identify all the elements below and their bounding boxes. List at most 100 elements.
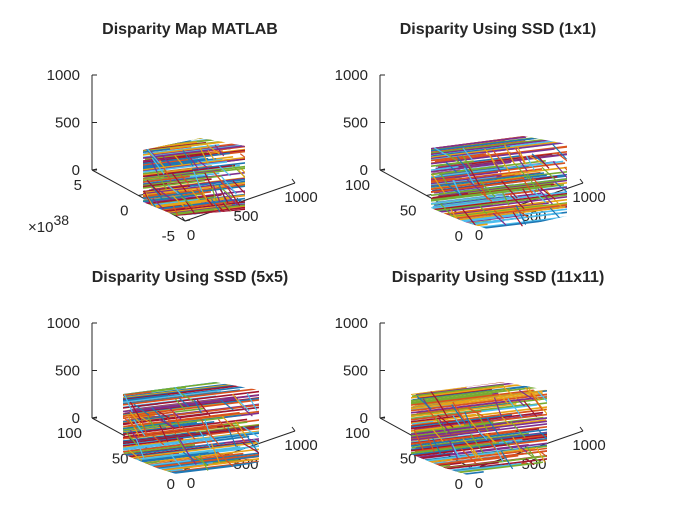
subplot-title: Disparity Map MATLAB [102, 21, 278, 38]
surface-stripe [509, 420, 526, 438]
surface-stripe [238, 399, 250, 412]
surface-stripe [134, 413, 151, 423]
surface-stripe [488, 440, 497, 450]
surface-stripe [431, 171, 499, 183]
subplot-title: Disparity Using SSD (1x1) [400, 21, 597, 38]
surface-stripe [417, 388, 493, 399]
surface-stripe [116, 362, 226, 375]
y-tick-mark [184, 219, 191, 222]
surface-stripe [206, 144, 221, 155]
surface-stripe [217, 419, 227, 430]
surface-stripe [525, 451, 542, 464]
surface-stripe [431, 136, 554, 141]
surface-stripe [446, 153, 461, 164]
surface-stripe [115, 366, 182, 374]
surface-stripe [411, 384, 504, 397]
surface-stripe [411, 453, 451, 462]
surface-stripe [149, 214, 192, 216]
surface-stripe [501, 190, 510, 206]
surface-stripe [123, 394, 169, 402]
surface-stripe [535, 446, 547, 466]
subplot-title: Disparity Using SSD (11x11) [392, 269, 605, 286]
surface-stripe [412, 382, 466, 388]
surface-stripe [433, 147, 451, 158]
surface-stripe [143, 194, 196, 204]
surface-stripe [537, 428, 547, 443]
surface-stripe [513, 162, 530, 180]
surface-stripe [515, 205, 527, 225]
y-tick-label: 100 [345, 177, 370, 194]
surface-stripe [523, 400, 538, 418]
z-tick-label: 0 [72, 410, 80, 427]
surface-stripe [411, 437, 547, 457]
surface-stripe [159, 424, 169, 443]
surface-stripe [407, 359, 579, 380]
surface-stripe [430, 131, 460, 135]
surface-stripe [123, 416, 138, 430]
surface-stripe [143, 209, 215, 216]
surface-stripe [411, 382, 547, 385]
surface-stripe [418, 374, 439, 377]
surface-stripe [510, 194, 525, 210]
surface-stripe [493, 445, 504, 462]
surface-stripe [123, 431, 196, 443]
surface-stripe [123, 382, 203, 390]
surface-stripe [432, 437, 442, 455]
surface-stripe [182, 150, 194, 167]
surface-stripe [499, 157, 511, 173]
surface-stripe [411, 443, 509, 458]
surface-stripe [411, 434, 474, 444]
surface-stripe [131, 371, 180, 377]
surface-stripe [163, 167, 172, 182]
z-tick-label: 0 [360, 162, 368, 179]
surface-stripe [428, 129, 455, 132]
surface-stripe [123, 382, 259, 396]
surface-stripe [141, 122, 257, 136]
surface-stripe [541, 166, 558, 182]
surface-stripe [498, 394, 509, 404]
surface-stripe [411, 416, 461, 425]
surface-stripe [211, 198, 222, 214]
surface-stripe [431, 145, 511, 158]
surface-stripe [172, 205, 183, 216]
z-tick-label: 0 [360, 410, 368, 427]
surface-stripe [431, 168, 543, 184]
x-tick-label: 1000 [284, 189, 317, 206]
surface-stripe [133, 403, 150, 416]
surface-stripe [411, 415, 461, 424]
surface-stripe [464, 411, 472, 429]
surface-stripe [123, 466, 155, 472]
z-tick-label: 1000 [47, 315, 80, 332]
surface-stripe [242, 426, 259, 438]
surface-stripe [141, 125, 183, 130]
surface-stripe [123, 470, 171, 478]
surface-stripe [220, 399, 234, 411]
surface-stripe [436, 121, 491, 128]
surface-stripe [436, 399, 449, 419]
surface-stripe [199, 416, 211, 437]
surface-stripe [143, 193, 222, 206]
surface-stripe [218, 165, 231, 177]
surface-stripe [484, 433, 497, 444]
surface-stripe [146, 179, 162, 196]
y-tick-mark [91, 168, 98, 171]
z-tick-label: 1000 [47, 67, 80, 84]
surface-stripe [196, 399, 211, 417]
surface-stripe [526, 173, 539, 193]
surface-stripe [143, 158, 192, 168]
surface-stripe [170, 454, 181, 467]
surface-stripe [431, 137, 534, 153]
surface-stripe [522, 188, 534, 205]
surface-stripe [413, 429, 424, 450]
surface-stripe [411, 430, 516, 446]
y-tick-label: 0 [455, 476, 463, 493]
surface-stripe [411, 424, 465, 434]
surface-stripe [190, 188, 200, 201]
surface-stripe [432, 221, 465, 228]
surface-stripe [240, 405, 253, 417]
surface-stripe [226, 186, 241, 207]
surface-stripe [521, 176, 534, 195]
surface-stripe [524, 387, 541, 401]
surface-stripe [462, 438, 478, 455]
surface-stripe [132, 371, 158, 374]
